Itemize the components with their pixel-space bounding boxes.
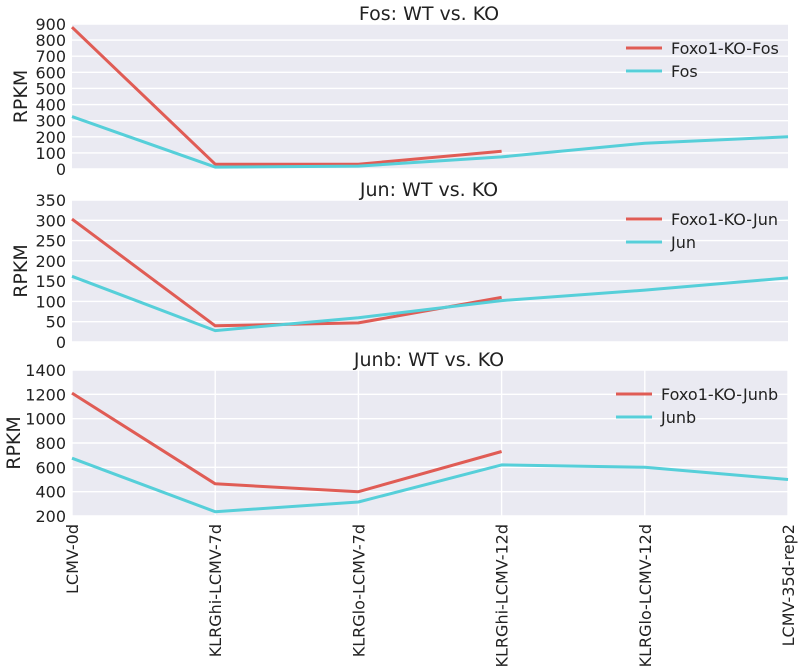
series-line-foxo1-ko-fos: [70, 26, 502, 166]
y-tick-label: 250: [35, 232, 66, 251]
y-tick-label: 400: [35, 96, 66, 115]
x-tick-label: KLRGlo-LCMV-7d: [349, 524, 368, 657]
y-tick-label: 200: [35, 252, 66, 271]
y-tick-label: 1000: [25, 410, 66, 429]
x-tick-label: KLRGlo-LCMV-12d: [636, 524, 655, 667]
y-tick-label: 50: [46, 313, 66, 332]
plot-background: [72, 200, 788, 342]
y-tick-label: 350: [35, 191, 66, 210]
y-tick-label: 1200: [25, 385, 66, 404]
legend-label: Foxo1-KO-Fos: [671, 39, 779, 58]
y-axis-label: RPKM: [10, 244, 32, 298]
legend: Foxo1-KO-Junb Junb: [616, 385, 778, 427]
panel-title: Junb: WT vs. KO: [353, 349, 504, 371]
y-tick-label: 150: [35, 272, 66, 291]
y-tick-label: 800: [35, 434, 66, 453]
series-line-foxo1-ko-junb: [71, 391, 503, 494]
legend: Foxo1-KO-Fos Fos: [626, 39, 779, 81]
x-tick-label: LCMV-0d: [63, 524, 82, 594]
chart-panel-3: 200 400 600 800 1000 1200 1400 Junb: WT vs. KO R…: [3, 349, 789, 526]
series-line-jun: [71, 274, 789, 333]
y-tick-label: 400: [35, 483, 66, 502]
y-tick-label: 900: [35, 15, 66, 34]
y-tick-label: 700: [35, 47, 66, 66]
x-tick-label: KLRGhi-LCMV-12d: [493, 524, 512, 667]
y-tick-label: 0: [56, 160, 66, 179]
y-tick-label: 100: [35, 144, 66, 163]
y-tick-label: 200: [35, 128, 66, 147]
y-tick-label: 0: [56, 333, 66, 352]
y-tick-label: 300: [35, 211, 66, 230]
y-tick-label: 200: [35, 507, 66, 526]
y-tick-label: 100: [35, 292, 66, 311]
series-line-fos: [71, 115, 789, 169]
x-axis: LCMV-0d KLRGhi-LCMV-7d KLRGlo-LCMV-7d KLRGh…: [63, 524, 798, 667]
y-tick-label: 600: [35, 63, 66, 82]
legend-label: Junb: [660, 408, 696, 427]
legend-label: Foxo1-KO-Jun: [671, 210, 778, 229]
plot-background: [72, 24, 788, 169]
y-tick-label: 300: [35, 112, 66, 131]
legend: Foxo1-KO-Jun Jun: [626, 210, 778, 252]
series-line-junb: [71, 456, 789, 514]
x-tick-label: LCMV-35d-rep2: [779, 524, 798, 646]
panel-title: Fos: WT vs. KO: [359, 3, 499, 25]
y-tick-label: 600: [35, 458, 66, 477]
y-tick-label: 1400: [25, 361, 66, 380]
y-tick-label: 800: [35, 31, 66, 50]
legend-label: Jun: [670, 233, 696, 252]
panel-title: Jun: WT vs. KO: [359, 179, 498, 201]
legend-label: Foxo1-KO-Junb: [661, 385, 778, 404]
x-tick-label: KLRGhi-LCMV-7d: [206, 524, 225, 657]
y-tick-label: 500: [35, 79, 66, 98]
y-axis-label: RPKM: [10, 70, 32, 124]
y-axis-label: RPKM: [3, 416, 25, 470]
legend-label: Fos: [671, 62, 698, 81]
